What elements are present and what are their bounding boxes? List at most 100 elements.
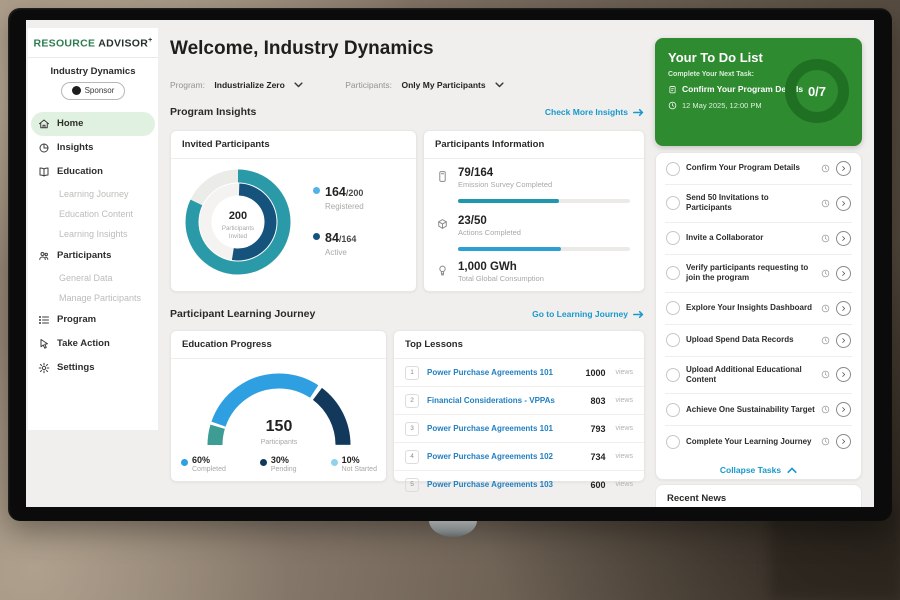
- task-open-button[interactable]: [836, 332, 851, 348]
- home-icon: [38, 118, 50, 130]
- task-checkbox[interactable]: [666, 333, 680, 348]
- task-checkbox[interactable]: [666, 402, 680, 417]
- task-open-button[interactable]: [836, 300, 851, 316]
- gauge-center-value: 150: [266, 418, 293, 435]
- task-row[interactable]: Verify participants requesting to join t…: [665, 253, 852, 292]
- recent-news-title: Recent News: [656, 485, 861, 507]
- todo-due-date: 12 May 2025, 12:00 PM: [668, 101, 762, 110]
- program-dropdown[interactable]: Program: Industrialize Zero: [170, 75, 303, 93]
- lesson-row: 4 Power Purchase Agreements 102 734 view…: [394, 443, 644, 471]
- invited-participants-card: Invited Participants 200 Participants In…: [170, 130, 417, 292]
- task-open-button[interactable]: [836, 402, 851, 418]
- legend-total: /164: [338, 234, 357, 244]
- lesson-rank: 3: [405, 421, 419, 436]
- task-row[interactable]: Upload Additional Educational Content: [665, 355, 852, 394]
- task-row[interactable]: Invite a Collaborator: [665, 221, 852, 254]
- education-icon: [38, 166, 50, 178]
- legend-value: 164: [325, 185, 346, 199]
- task-row[interactable]: Upload Spend Data Records: [665, 323, 852, 356]
- legend-label: Active: [325, 248, 347, 257]
- card-title: Education Progress: [171, 331, 386, 359]
- app-logo: RESOURCE ADVISOR+: [28, 28, 158, 58]
- page-title: Welcome, Industry Dynamics: [170, 38, 434, 59]
- arrow-right-icon: [633, 310, 644, 318]
- task-checkbox[interactable]: [666, 266, 680, 281]
- program-insights-header: Program Insights Check More Insights: [170, 106, 644, 118]
- sidebar-item-education[interactable]: Education: [28, 160, 158, 184]
- lesson-link[interactable]: Power Purchase Agreements 103: [427, 480, 553, 489]
- sidebar-item-education-content[interactable]: Education Content: [59, 208, 134, 219]
- sidebar-item-settings[interactable]: Settings: [28, 356, 158, 380]
- todo-task-list: Confirm Your Program Details Send 50 Inv…: [655, 152, 862, 480]
- legend-pending: 30% Pending: [259, 455, 297, 473]
- sponsor-badge: Sponsor: [61, 81, 125, 100]
- education-progress-legend: 60% Completed 30% Pending 10% Not Starte…: [181, 455, 377, 473]
- sidebar-item-label: Participants: [57, 250, 112, 261]
- task-row[interactable]: Complete Your Learning Journey: [665, 425, 852, 457]
- task-checkbox[interactable]: [666, 301, 680, 316]
- program-value: Industrialize Zero: [214, 80, 285, 90]
- task-row[interactable]: Explore Your Insights Dashboard: [665, 291, 852, 324]
- link-label: Check More Insights: [544, 107, 628, 117]
- task-open-button[interactable]: [836, 367, 851, 383]
- task-open-button[interactable]: [836, 230, 851, 246]
- task-label: Verify participants requesting to join t…: [686, 262, 809, 283]
- sidebar-item-participants[interactable]: Participants: [28, 244, 158, 268]
- participants-information-card: Participants Information 79/164 Emission…: [423, 130, 645, 292]
- task-open-button[interactable]: [836, 161, 851, 176]
- task-open-button[interactable]: [836, 434, 851, 450]
- todo-progress-ring: 0/7: [785, 59, 849, 123]
- todo-title: Your To Do List: [668, 50, 763, 65]
- sidebar-item-insights[interactable]: Insights: [28, 136, 158, 160]
- clock-icon: [821, 269, 830, 278]
- legend-label: Not Started: [341, 466, 377, 473]
- gauge-segment-pending: [207, 373, 351, 446]
- check-more-insights-link[interactable]: Check More Insights: [545, 107, 644, 117]
- legend-dot: [313, 233, 320, 240]
- sidebar-item-program[interactable]: Program: [28, 308, 158, 332]
- sidebar-item-home[interactable]: Home: [31, 111, 155, 136]
- task-checkbox[interactable]: [666, 231, 680, 246]
- registered-arc: [185, 169, 291, 275]
- participants-dropdown[interactable]: Participants: Only My Participants: [345, 75, 504, 93]
- task-row[interactable]: Send 50 Invitations to Participants: [665, 184, 852, 222]
- task-checkbox[interactable]: [666, 434, 680, 449]
- task-checkbox[interactable]: [666, 196, 680, 211]
- sidebar-item-learning-journey[interactable]: Learning Journey: [59, 188, 129, 199]
- metric-label: Actions Completed: [458, 228, 521, 237]
- todo-next-task-label: Confirm Your Program Details: [682, 84, 804, 94]
- task-row[interactable]: Confirm Your Program Details: [665, 153, 852, 184]
- task-label: Invite a Collaborator: [686, 233, 764, 243]
- sidebar-item-take-action[interactable]: Take Action: [28, 332, 158, 356]
- go-to-learning-journey-link[interactable]: Go to Learning Journey: [532, 309, 644, 319]
- actions-icon: [436, 218, 449, 231]
- task-open-button[interactable]: [836, 265, 851, 281]
- lesson-link[interactable]: Power Purchase Agreements 101: [427, 424, 553, 433]
- legend-registered: 164/200 Registered: [313, 183, 364, 211]
- clock-icon: [668, 101, 677, 110]
- lesson-link[interactable]: Power Purchase Agreements 101: [427, 368, 553, 377]
- sidebar-item-manage-participants[interactable]: Manage Participants: [59, 292, 142, 303]
- arrow-right-icon: [633, 108, 644, 116]
- task-checkbox[interactable]: [666, 367, 680, 382]
- logo-advisor: ADVISOR: [98, 37, 149, 50]
- lesson-link[interactable]: Financial Considerations - VPPAs: [427, 396, 555, 405]
- legend-label: Completed: [192, 466, 226, 473]
- invited-participants-donut-chart: 200 Participants Invited: [179, 163, 297, 281]
- task-open-button[interactable]: [836, 195, 851, 211]
- survey-icon: [436, 170, 449, 183]
- collapse-tasks-link[interactable]: Collapse Tasks: [665, 457, 852, 481]
- education-progress-gauge-chart: 150 Participants: [199, 361, 359, 451]
- task-checkbox[interactable]: [666, 161, 680, 176]
- legend-dot: [330, 459, 338, 466]
- lesson-link[interactable]: Power Purchase Agreements 102: [427, 452, 553, 461]
- sidebar: RESOURCE ADVISOR+ Industry Dynamics Spon…: [28, 28, 158, 430]
- sidebar-item-general-data[interactable]: General Data: [59, 272, 113, 283]
- lesson-views: 600: [590, 479, 606, 490]
- sidebar-item-learning-insights[interactable]: Learning Insights: [59, 228, 128, 239]
- clock-icon: [821, 370, 830, 379]
- task-row[interactable]: Achieve One Sustainability Target: [665, 393, 852, 425]
- lesson-row: 2 Financial Considerations - VPPAs 803 v…: [394, 387, 644, 415]
- actions-progress-bar: [458, 247, 630, 251]
- program-label: Program:: [170, 80, 205, 90]
